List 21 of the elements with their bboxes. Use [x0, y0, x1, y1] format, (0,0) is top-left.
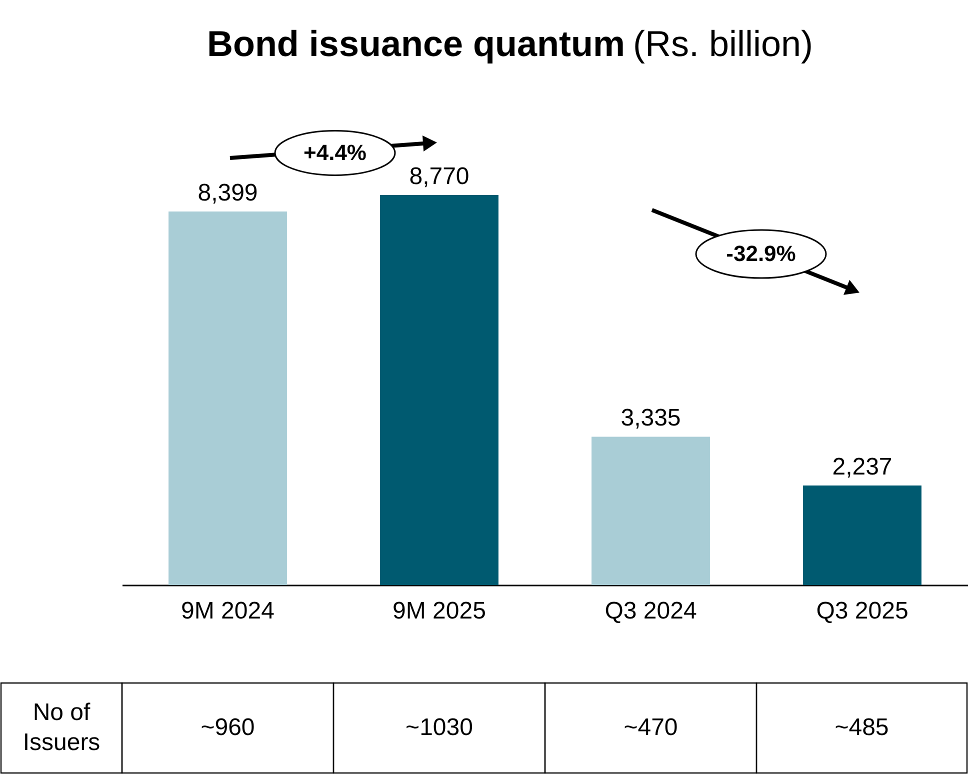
- text: ~1030: [406, 714, 473, 741]
- data-label: 3,335: [620, 404, 681, 432]
- bar: [803, 486, 922, 585]
- x-tick-label: 9M 2024: [181, 598, 274, 624]
- data-label: 8,770: [409, 163, 470, 190]
- x-tick-label: 9M 2025: [392, 598, 486, 624]
- text: No of Issuers: [22, 699, 100, 756]
- annotation: -32.9%: [726, 241, 796, 266]
- bar: [380, 195, 498, 585]
- x-tick-label: Q3 2024: [604, 598, 697, 624]
- text: +4.4%: [304, 140, 366, 165]
- data-label: 8,399: [198, 180, 258, 206]
- chart-subtitle: (Rs. billion): [633, 23, 814, 64]
- text: ~960: [200, 714, 255, 741]
- text: ~485: [834, 714, 889, 741]
- bar: [592, 436, 710, 585]
- text: ~470: [624, 714, 678, 741]
- x-tick-label: Q3 2025: [816, 598, 908, 624]
- bar: [168, 212, 287, 585]
- chart-title: Bond issuance quantum: [206, 23, 625, 64]
- data-label: 2,237: [832, 454, 892, 481]
